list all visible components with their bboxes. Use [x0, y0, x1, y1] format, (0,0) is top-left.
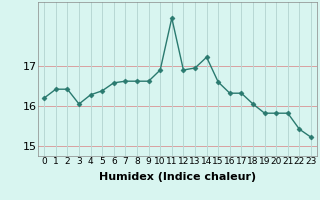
X-axis label: Humidex (Indice chaleur): Humidex (Indice chaleur)	[99, 172, 256, 182]
